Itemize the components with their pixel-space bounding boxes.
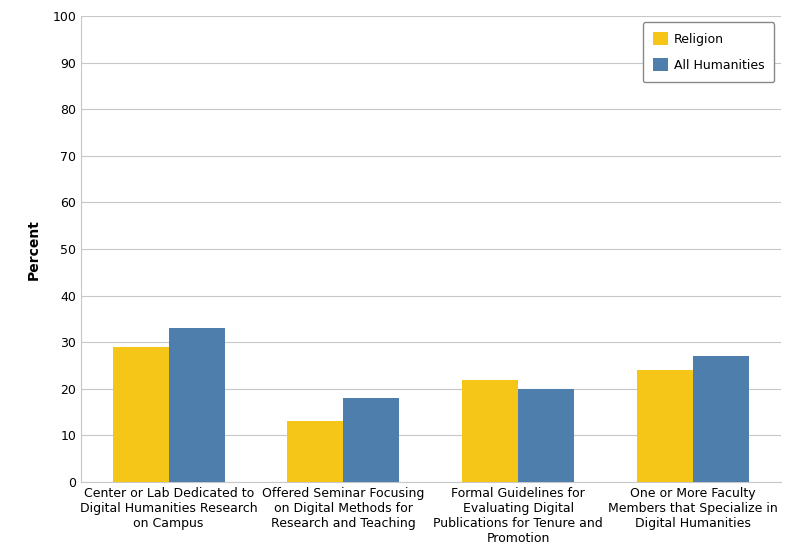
Bar [463,380,519,482]
Bar [113,347,169,482]
Legend: Religion, All Humanities: Religion, All Humanities [642,22,774,82]
Bar [169,328,225,482]
Bar [693,356,749,482]
Bar [637,370,693,482]
Bar [344,398,400,482]
Y-axis label: Percent: Percent [27,219,41,280]
Bar [519,389,574,482]
Bar [288,421,344,482]
